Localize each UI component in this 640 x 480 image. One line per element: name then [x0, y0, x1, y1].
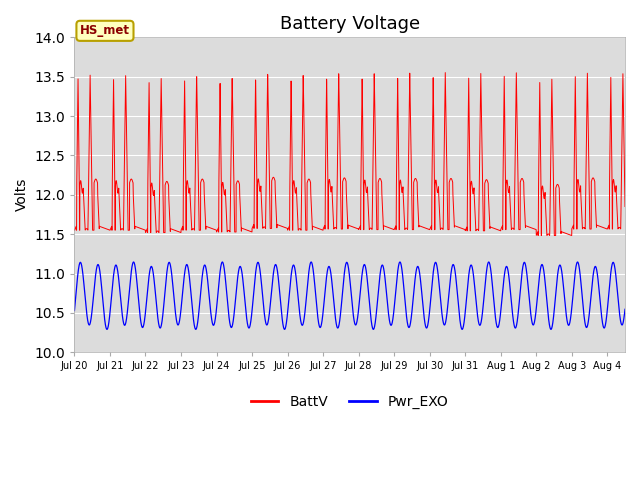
BattV	[236, 201, 244, 207]
Pwr_EXO	[369, 326, 377, 332]
BattV	[112, 178, 120, 183]
Text: HS_met: HS_met	[80, 24, 130, 37]
BattV	[465, 106, 473, 111]
Pwr_EXO	[216, 267, 224, 273]
Y-axis label: Volts: Volts	[15, 178, 29, 212]
BattV	[573, 182, 581, 188]
Pwr_EXO	[130, 259, 138, 265]
Pwr_EXO	[465, 269, 473, 275]
BattV	[216, 81, 224, 86]
Legend: BattV, Pwr_EXO: BattV, Pwr_EXO	[245, 389, 454, 415]
BattV	[621, 204, 629, 209]
Pwr_EXO	[70, 308, 78, 313]
Pwr_EXO	[236, 264, 244, 269]
Pwr_EXO	[523, 270, 531, 276]
Pwr_EXO	[112, 262, 120, 268]
BattV	[442, 70, 449, 75]
BattV	[534, 233, 542, 239]
Pwr_EXO	[573, 259, 581, 265]
Line: BattV: BattV	[74, 72, 625, 236]
Pwr_EXO	[621, 306, 629, 312]
BattV	[523, 223, 531, 229]
Line: Pwr_EXO: Pwr_EXO	[74, 262, 625, 329]
Title: Battery Voltage: Battery Voltage	[280, 15, 420, 33]
BattV	[70, 228, 78, 233]
